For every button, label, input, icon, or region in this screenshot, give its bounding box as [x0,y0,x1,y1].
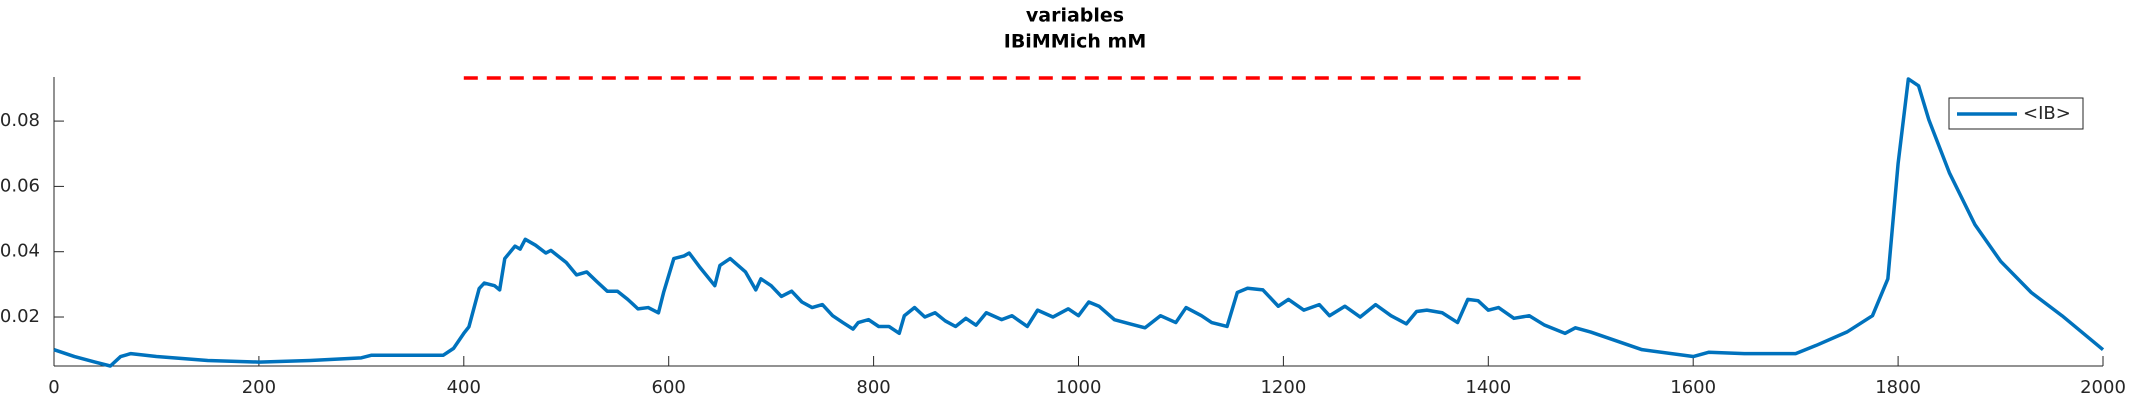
y-tick-label: 0.02 [0,306,40,327]
x-tick-label: 0 [48,377,59,398]
data-line [53,77,2105,368]
x-tick-label: 200 [242,377,276,398]
x-tick-label: 1000 [1056,377,1102,398]
x-tick-label: 1200 [1260,377,1306,398]
x-tick-label: 1800 [1875,377,1921,398]
x-tick-label: 1400 [1465,377,1511,398]
x-tick-label: 2000 [2080,377,2126,398]
chart-subtitle: IBiMMich mM [1004,31,1147,53]
x-tick-label: 800 [856,377,890,398]
x-tick-label: 400 [447,377,481,398]
y-tick-label: 0.04 [0,241,40,262]
x-tick-label: 600 [652,377,686,398]
legend-label: <IB> [2023,103,2071,124]
chart-title: variables [1026,5,1124,27]
x-tick-label: 1600 [1670,377,1716,398]
y-tick-label: 0.08 [0,110,40,131]
y-tick-label: 0.06 [0,175,40,196]
